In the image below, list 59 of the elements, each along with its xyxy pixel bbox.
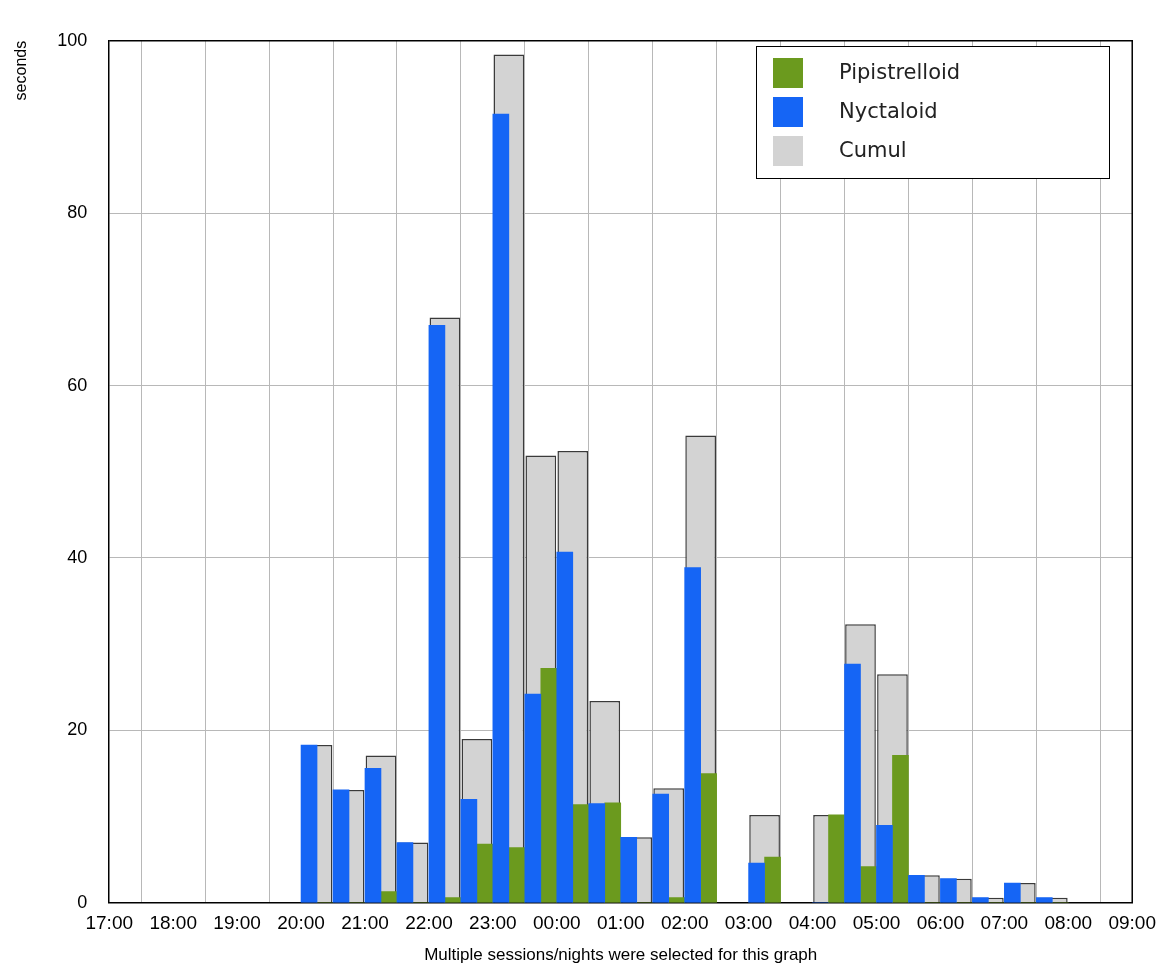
bar	[940, 878, 957, 903]
y-tick-label: 0	[77, 891, 88, 912]
bar	[892, 755, 909, 903]
bar	[588, 803, 606, 903]
bar	[396, 842, 414, 903]
x-tick-label: 02:00	[660, 912, 709, 934]
x-tick-label: 06:00	[916, 912, 965, 934]
bar	[476, 843, 494, 903]
bar	[1035, 897, 1053, 903]
bar	[572, 804, 590, 903]
bar	[828, 814, 845, 903]
bar	[428, 324, 446, 903]
bar	[508, 847, 526, 903]
bar	[700, 773, 717, 903]
x-tick-label: 00:00	[533, 912, 581, 934]
y-tick-label: 60	[67, 374, 88, 395]
bar	[844, 663, 861, 903]
bar	[764, 856, 781, 903]
x-tick-label: 20:00	[277, 912, 325, 934]
x-tick-label: 08:00	[1044, 912, 1093, 934]
bar	[380, 891, 398, 903]
legend-label: Nyctaloid	[839, 98, 938, 125]
bar	[604, 802, 622, 903]
x-tick-label: 17:00	[85, 912, 134, 934]
y-tick-label: 40	[67, 546, 88, 567]
bar	[460, 799, 478, 903]
y-tick-label: 20	[67, 719, 88, 740]
bar	[556, 551, 574, 903]
bar	[876, 824, 893, 903]
bar	[524, 693, 542, 903]
y-axis-title: seconds	[12, 40, 30, 101]
x-tick-label: 01:00	[596, 912, 645, 934]
x-tick-label: 04:00	[788, 912, 837, 934]
bar	[332, 789, 350, 903]
bar	[908, 874, 925, 903]
legend-label: Cumul	[839, 137, 907, 164]
x-tick-label: 18:00	[149, 912, 197, 934]
x-tick-label: 22:00	[405, 912, 453, 934]
x-tick-label: 07:00	[980, 912, 1029, 934]
x-tick-label: 19:00	[213, 912, 261, 934]
bar	[652, 793, 670, 903]
y-tick-label: 100	[57, 29, 88, 50]
bar	[620, 836, 638, 903]
x-tick-label: 23:00	[469, 912, 517, 934]
legend-label: Pipistrelloid	[839, 59, 961, 86]
x-tick-label: 05:00	[852, 912, 901, 934]
x-tick-label: 09:00	[1108, 912, 1156, 934]
bar	[684, 567, 701, 903]
bar	[540, 668, 558, 903]
x-tick-label: 03:00	[724, 912, 773, 934]
bar	[444, 897, 462, 903]
x-axis-title: Multiple sessions/nights were selected for this graph	[424, 945, 818, 965]
x-tick-label: 21:00	[341, 912, 389, 934]
y-tick-label: 80	[67, 202, 88, 223]
bar	[748, 862, 765, 903]
bar	[300, 744, 318, 903]
bar	[972, 897, 989, 903]
bar	[364, 768, 382, 903]
bar	[1004, 882, 1021, 903]
